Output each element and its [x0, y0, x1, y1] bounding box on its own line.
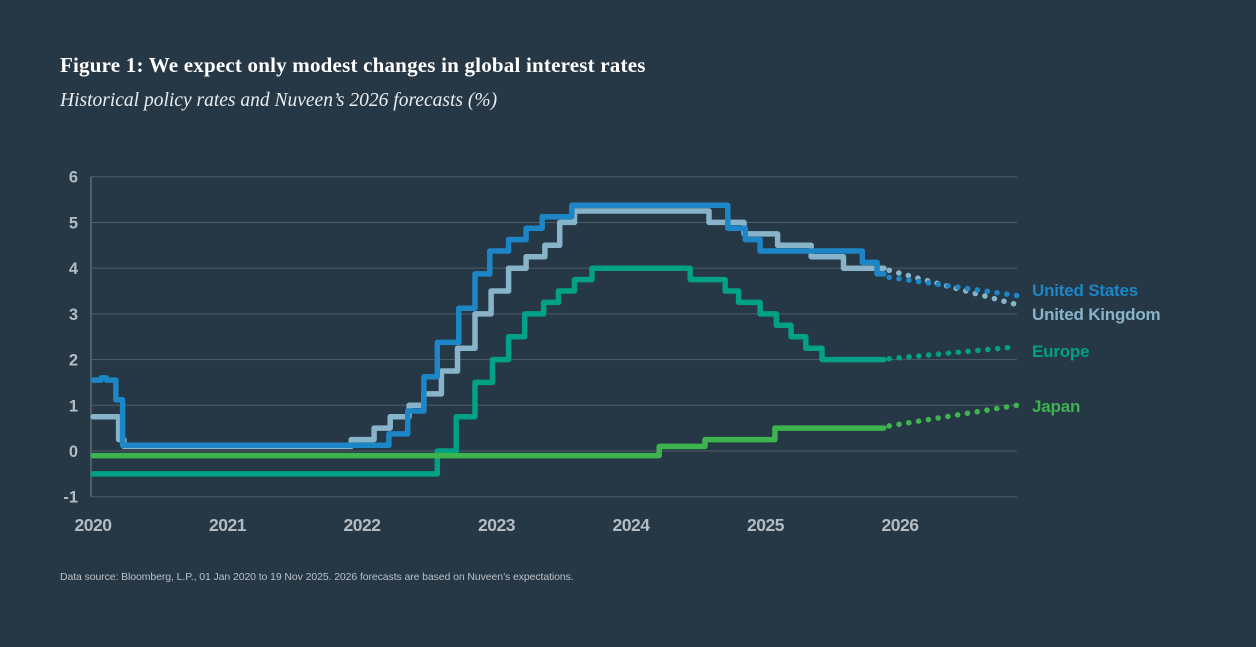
series-line-japan — [90, 425, 887, 459]
x-tick-label: 2024 — [613, 515, 651, 535]
y-tick-label: 5 — [69, 214, 78, 232]
legend-label-japan: Japan — [1032, 397, 1081, 416]
series-line-united-kingdom — [90, 208, 887, 450]
y-tick-label: -1 — [63, 489, 78, 507]
y-tick-label: 3 — [69, 306, 78, 324]
legend-label-united-states: United States — [1032, 281, 1139, 300]
x-tick-label: 2023 — [478, 515, 516, 535]
series-forecast-japan — [886, 402, 1020, 429]
x-tick-label: 2021 — [209, 515, 247, 535]
y-tick-label: 1 — [69, 397, 78, 415]
series-forecast-united-states — [886, 274, 1020, 299]
legend-label-europe: Europe — [1032, 342, 1090, 361]
x-tick-label: 2026 — [882, 515, 920, 535]
x-tick-label: 2022 — [344, 515, 382, 535]
x-tick-label: 2025 — [747, 515, 785, 535]
y-tick-label: 4 — [69, 260, 79, 278]
figure-subtitle: Historical policy rates and Nuveen’s 202… — [60, 90, 498, 111]
series-line-europe — [90, 265, 887, 477]
y-tick-label: 2 — [69, 352, 78, 370]
data-source-note: Data source: Bloomberg, L.P., 01 Jan 202… — [60, 571, 574, 583]
figure-title: Figure 1: We expect only modest changes … — [60, 53, 646, 77]
legend-label-united-kingdom: United Kingdom — [1032, 305, 1161, 324]
series-forecast-europe — [886, 344, 1020, 362]
series-forecast-united-kingdom — [886, 267, 1020, 308]
series-line-united-states — [90, 202, 887, 449]
y-tick-label: 0 — [69, 443, 78, 461]
x-tick-label: 2020 — [75, 515, 113, 535]
y-tick-label: 6 — [69, 169, 78, 187]
